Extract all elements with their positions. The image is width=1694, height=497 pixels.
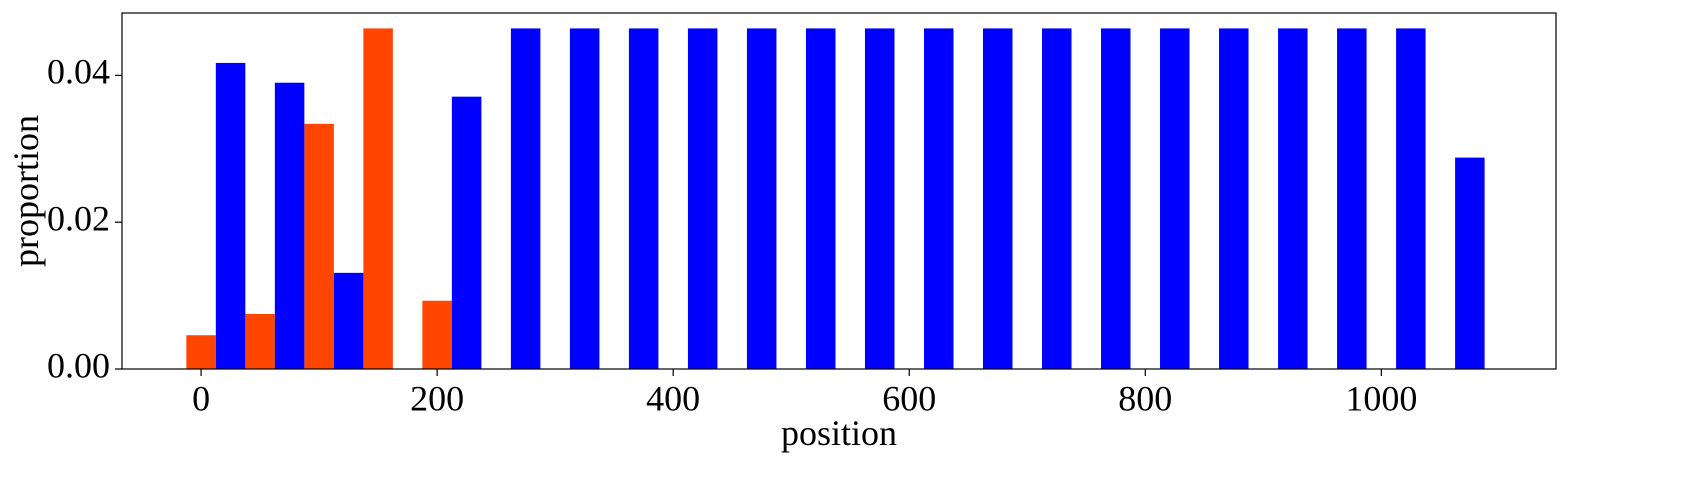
x-tick-label: 0 <box>192 378 210 418</box>
x-tick-label: 400 <box>646 378 700 418</box>
bar <box>510 28 541 370</box>
bar <box>451 96 482 370</box>
bar <box>923 28 954 370</box>
bar <box>363 28 393 370</box>
x-tick-label: 200 <box>410 378 464 418</box>
y-tick-label: 0.00 <box>47 345 110 385</box>
x-axis-label: position <box>781 413 897 453</box>
bar <box>1278 28 1308 370</box>
y-tick-label: 0.04 <box>47 52 110 92</box>
bar <box>1219 28 1249 370</box>
bar <box>1337 28 1367 370</box>
bar <box>186 335 216 369</box>
bar <box>245 313 275 369</box>
x-tick-label: 600 <box>882 378 936 418</box>
bar <box>1042 28 1072 370</box>
y-tick-label: 0.02 <box>47 198 110 238</box>
plot-frame <box>121 12 1557 370</box>
y-axis-label: proportion <box>6 115 46 267</box>
bar <box>687 28 718 370</box>
bar <box>1455 157 1485 369</box>
bar <box>422 300 452 369</box>
bar <box>215 62 246 370</box>
bar <box>333 272 364 369</box>
bar <box>569 28 600 370</box>
bar <box>864 28 895 370</box>
x-tick-label: 800 <box>1118 378 1172 418</box>
x-tick-label: 1000 <box>1345 378 1417 418</box>
bar <box>805 28 836 370</box>
bar <box>1101 28 1131 370</box>
bar <box>1396 28 1426 370</box>
bar <box>746 28 777 370</box>
bar <box>304 123 334 369</box>
bar <box>982 28 1013 370</box>
bar <box>1160 28 1190 370</box>
bar <box>274 82 305 369</box>
bar <box>628 28 659 370</box>
